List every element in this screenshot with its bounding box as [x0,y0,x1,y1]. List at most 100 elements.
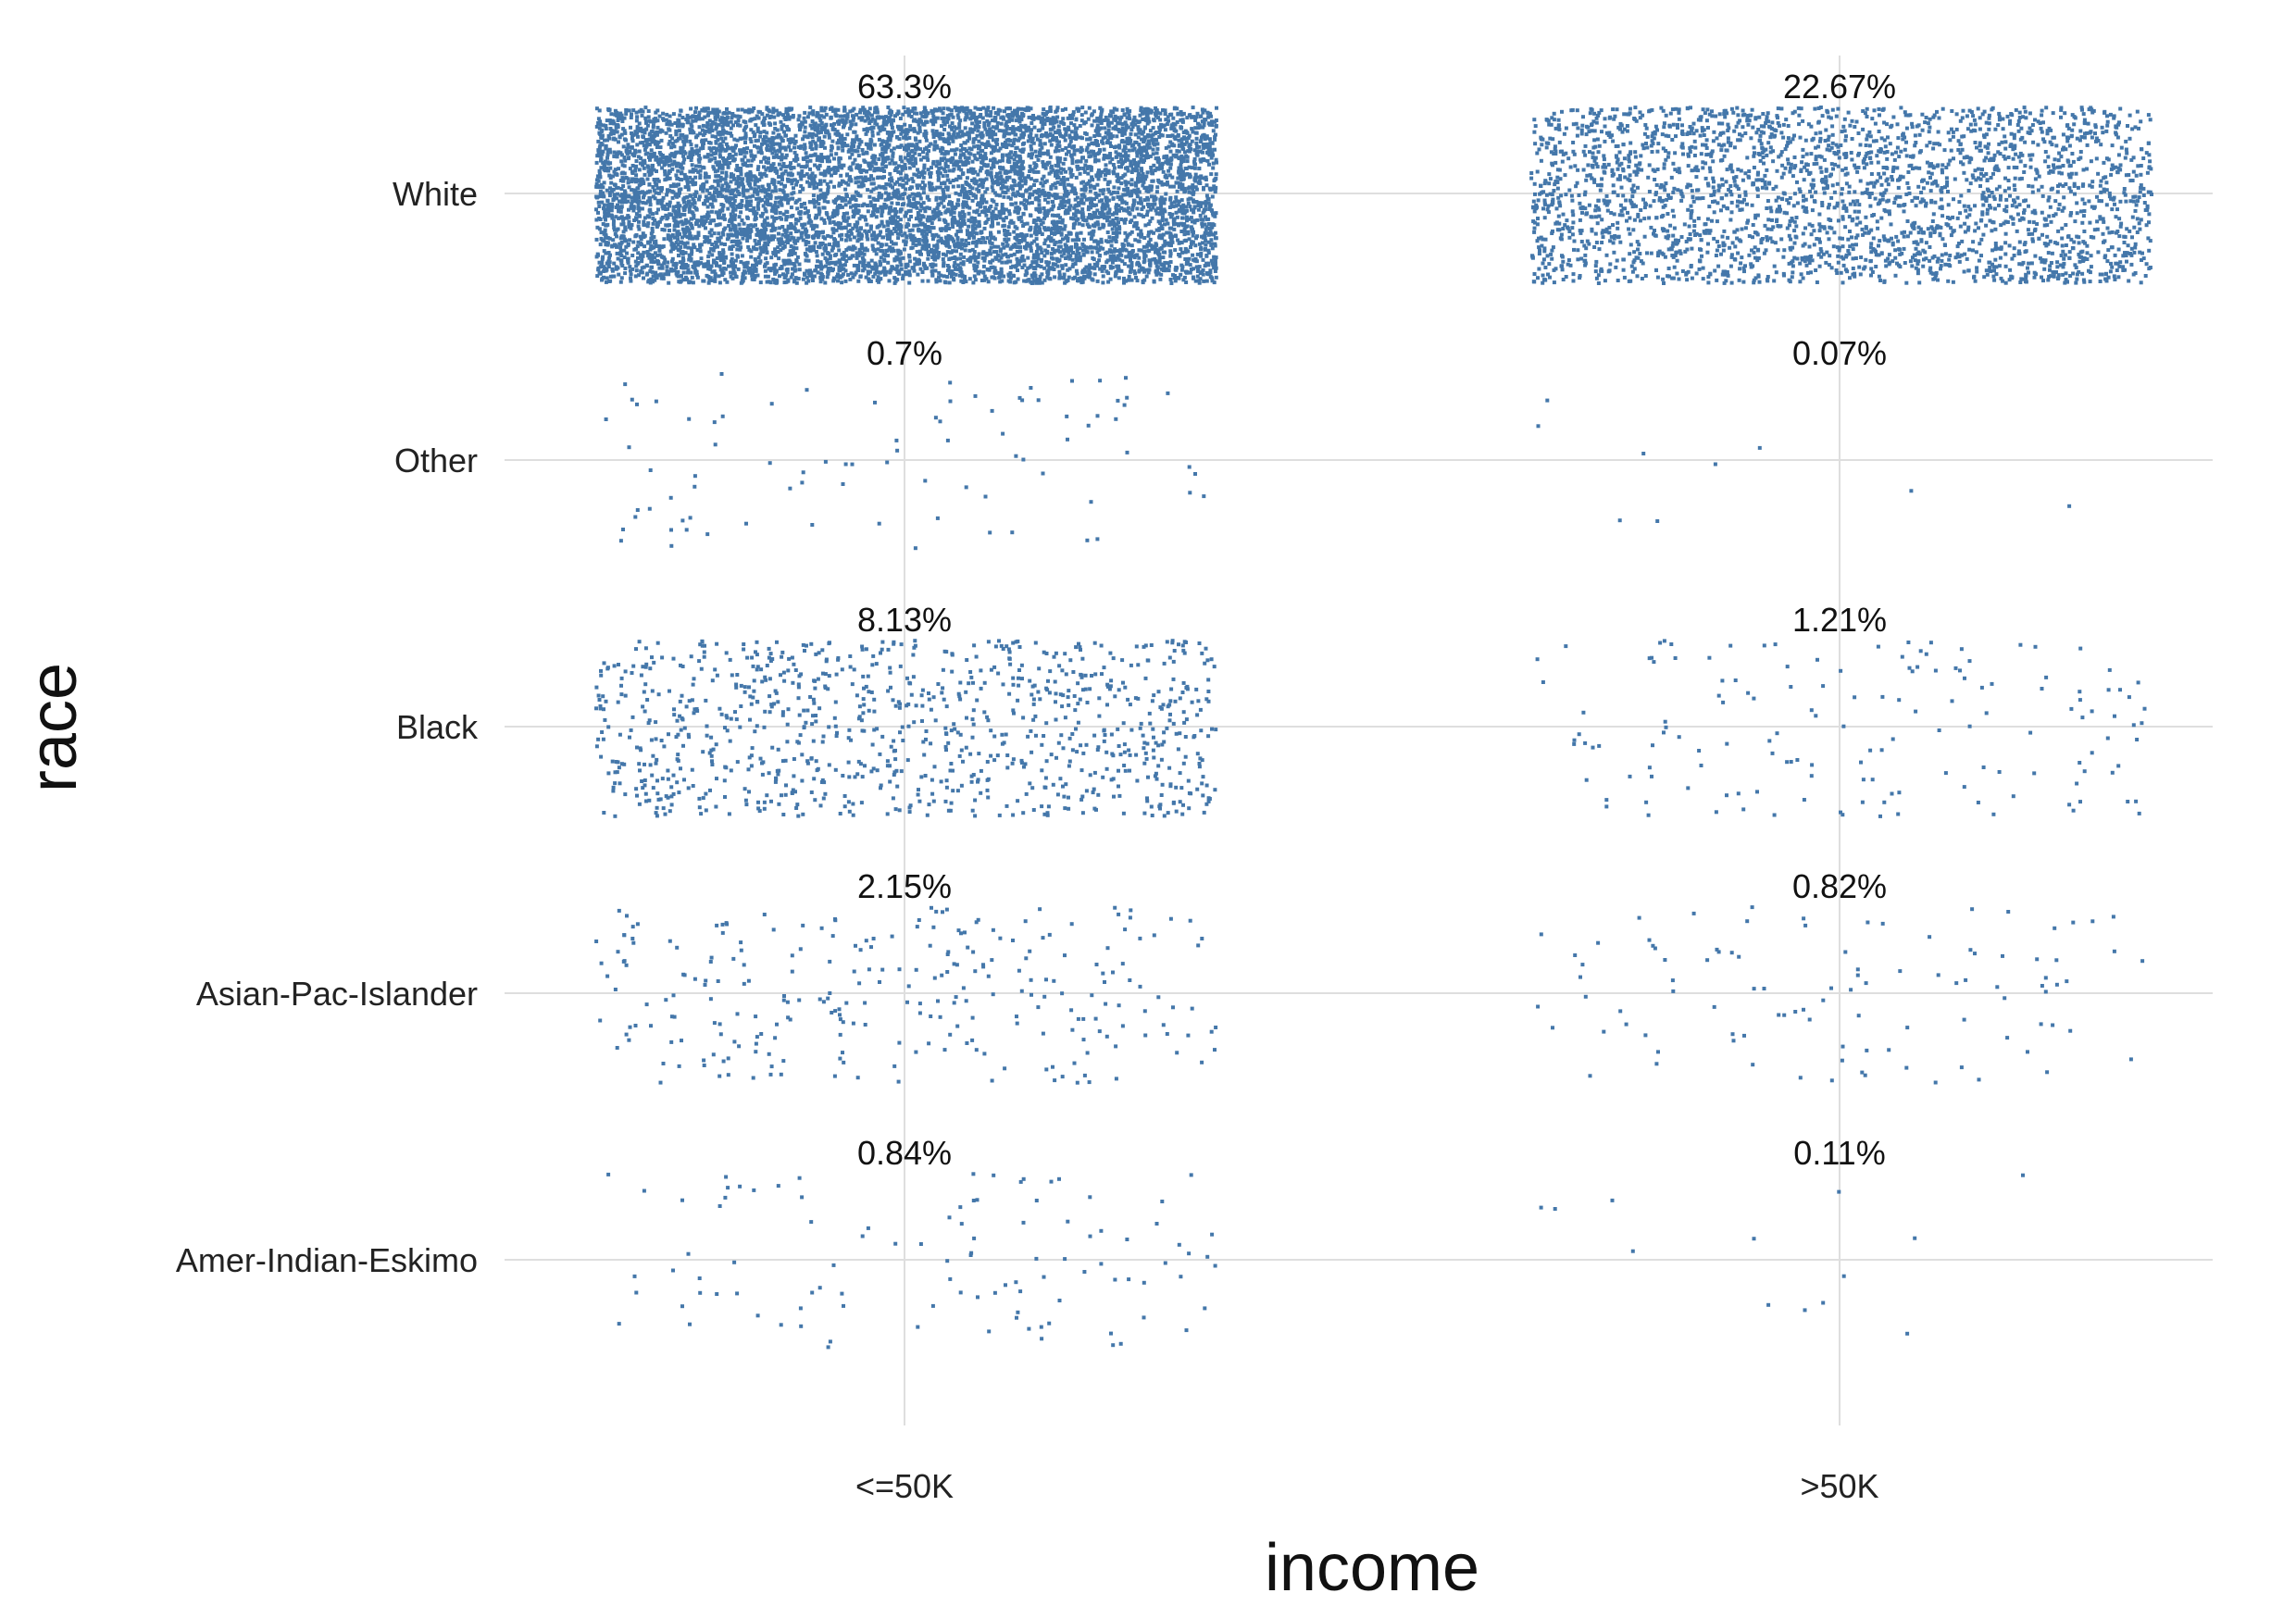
point [656,162,661,167]
point [899,263,904,268]
point [690,210,694,215]
point [1154,250,1157,255]
point [805,280,809,285]
point [1177,166,1181,170]
point [1180,223,1185,228]
point [840,237,843,242]
point [907,229,912,233]
point [990,185,994,190]
point [1187,217,1191,221]
point [1204,204,1208,207]
point [937,275,941,280]
point [780,225,785,229]
point [1066,255,1070,259]
point [859,182,864,187]
point [651,123,655,128]
point [754,214,757,218]
point [1161,169,1166,174]
point [934,246,939,251]
point [1009,253,1014,257]
point [1054,193,1059,197]
point [1117,180,1121,184]
point [851,275,855,280]
point [610,202,615,206]
point [982,226,987,230]
point [721,248,726,253]
point [804,258,808,263]
point [1171,116,1176,120]
point [1121,193,1126,197]
point [925,152,930,156]
point [812,183,817,188]
point [928,206,932,211]
point [660,166,665,170]
point [951,184,955,189]
point [818,280,823,284]
point [1013,265,1017,269]
point [618,179,623,182]
point [803,125,807,130]
point [643,191,648,195]
point [683,244,688,249]
point [720,170,724,175]
point [1106,280,1111,284]
point [1001,129,1005,133]
point [889,133,893,138]
point [652,235,656,239]
point [1024,129,1029,133]
point [1214,255,1218,260]
point [832,241,837,245]
point [674,215,679,219]
point [910,245,915,250]
point [1095,152,1100,156]
point [776,237,780,242]
point [771,179,776,183]
point [599,182,604,187]
point [1203,108,1207,113]
point [967,224,971,229]
point [1027,115,1031,119]
point [773,127,778,131]
point [793,221,798,226]
point [842,142,846,145]
point [629,205,633,210]
point [738,180,742,185]
point [859,246,864,251]
point [925,205,930,210]
point [1006,156,1011,160]
point [652,260,655,265]
point [1092,272,1097,277]
point [1029,233,1033,238]
point [802,173,806,178]
point [1039,181,1043,186]
point [608,253,612,257]
point [1116,128,1120,131]
point [730,202,735,206]
point [895,270,900,275]
point [728,200,732,205]
point [755,230,760,234]
point [889,195,893,200]
point [1043,238,1048,243]
point [817,209,822,214]
point [1102,212,1106,217]
point [903,231,907,236]
point [1004,106,1009,111]
point [1114,238,1118,243]
point [653,255,657,260]
point [952,132,956,137]
point [857,260,862,265]
point [1176,180,1180,185]
point [930,264,935,268]
point [1210,194,1215,199]
point [1015,145,1019,150]
point [780,156,784,160]
point [1113,223,1117,228]
point [1112,254,1117,258]
point [770,225,775,230]
point [913,256,917,261]
point [918,208,923,213]
point [690,163,694,168]
point [707,192,712,196]
point [1132,269,1137,274]
